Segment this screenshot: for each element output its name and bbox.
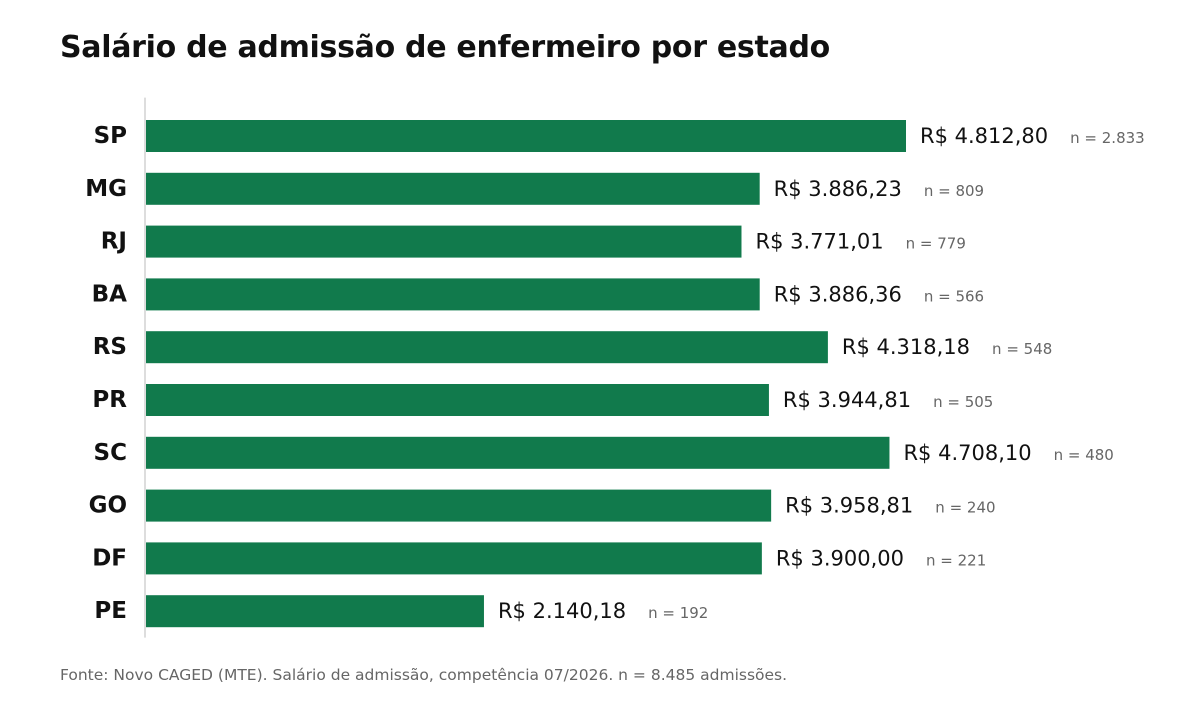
count-label: n = 779 <box>906 235 966 253</box>
value-label: R$ 3.944,81 <box>783 388 911 412</box>
count-label: n = 480 <box>1054 446 1114 464</box>
bar-mg <box>146 172 760 205</box>
bar-pe <box>146 595 484 628</box>
category-label: PR <box>92 387 127 413</box>
count-label: n = 809 <box>924 182 984 200</box>
bar-sp <box>146 120 906 152</box>
chart-title: Salário de admissão de enfermeiro por es… <box>60 30 830 65</box>
count-label: n = 2.833 <box>1070 129 1145 147</box>
bar-rs <box>146 331 828 364</box>
value-label: R$ 3.958,81 <box>785 494 913 518</box>
category-label: PE <box>94 598 127 624</box>
bar-pr <box>146 384 769 416</box>
value-label: R$ 3.771,01 <box>755 230 883 254</box>
chart-source-note: Fonte: Novo CAGED (MTE). Salário de admi… <box>60 666 788 684</box>
category-label: RS <box>93 334 127 360</box>
value-label: R$ 4.318,18 <box>842 335 970 359</box>
category-label: GO <box>89 493 127 519</box>
count-label: n = 192 <box>648 604 708 622</box>
value-label: R$ 3.886,23 <box>774 177 902 201</box>
value-label: R$ 3.886,36 <box>774 282 902 306</box>
bar-go <box>146 489 772 522</box>
category-label: RJ <box>101 229 127 255</box>
value-label: R$ 4.708,10 <box>903 441 1031 465</box>
bar-sc <box>146 436 890 469</box>
bar-df <box>146 542 762 575</box>
value-label: R$ 3.900,00 <box>776 546 904 570</box>
category-label: MG <box>85 176 127 202</box>
category-label: DF <box>92 545 127 571</box>
value-label: R$ 2.140,18 <box>498 599 626 623</box>
bar-rj <box>146 225 742 258</box>
category-label: SC <box>94 440 127 466</box>
count-label: n = 566 <box>924 287 984 305</box>
count-label: n = 221 <box>926 551 986 569</box>
count-label: n = 240 <box>935 499 995 517</box>
count-label: n = 548 <box>992 340 1052 358</box>
bar-ba <box>146 278 760 311</box>
category-label: BA <box>92 281 128 307</box>
value-label: R$ 4.812,80 <box>920 124 1048 148</box>
count-label: n = 505 <box>933 393 993 411</box>
category-label: SP <box>94 123 127 149</box>
